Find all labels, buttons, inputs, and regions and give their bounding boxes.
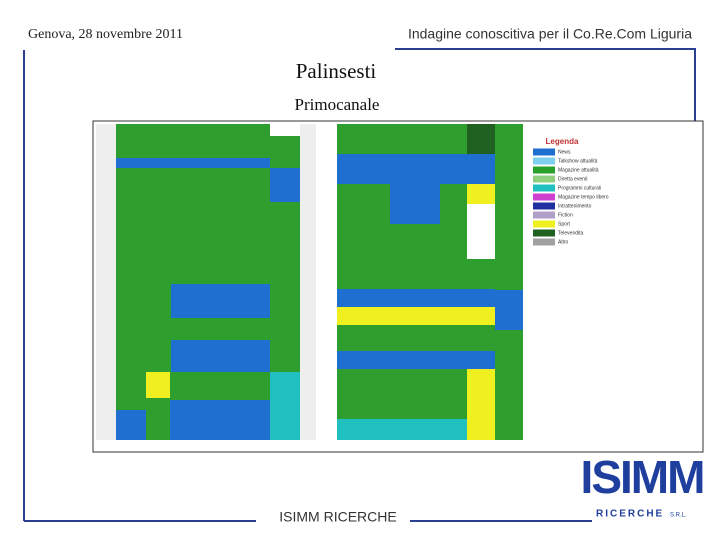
block [467,184,495,204]
block [171,284,270,318]
legend-label: Magazine attualità [558,167,599,173]
block [170,400,270,440]
block [337,289,495,307]
block [337,154,495,184]
block [116,158,270,168]
block [116,124,270,284]
logo-sub: RICERCHE [596,509,664,520]
header-left: Genova, 28 novembre 2011 [28,27,183,42]
legend-swatch [533,175,555,183]
legend-title: Legenda [546,137,579,146]
legend-label: Altro [558,239,569,245]
legend-swatch [533,184,555,192]
block [270,168,300,202]
legend-label: Magazine tempo libero [558,194,609,200]
legend-label: Fiction [558,212,573,218]
block [467,124,495,154]
block [337,351,495,369]
legend-label: Televendita [558,230,584,236]
block [337,419,467,440]
block [270,372,300,440]
block [116,410,146,440]
legend-label: Programmi culturali [558,185,601,191]
block [171,318,270,340]
block [146,398,170,440]
legend-label: News [558,149,571,155]
legend-swatch [533,220,555,228]
legend-label: Sport [558,221,571,227]
block [337,325,495,351]
block [116,372,146,410]
logo-name: ISIMM [581,451,704,503]
footer: ISIMM RICERCHE [279,509,396,525]
block [337,369,467,419]
schedule-image: Legenda News Talkshow attualità Magazine a… [92,120,704,453]
block [390,184,440,224]
time-column [300,124,316,440]
block [270,136,300,284]
legend-swatch [533,166,555,174]
legend-swatch [533,148,555,156]
logo-suffix: S.R.L. [670,513,687,519]
time-column [96,124,116,440]
legend-swatch [533,157,555,165]
block [171,340,270,372]
block [495,124,523,440]
block [495,290,523,330]
legend-label: Talkshow attualità [558,158,598,164]
subtitle: Primocanale [295,95,380,114]
logo: ISIMM RICERCHE S.R.L. [581,451,706,520]
legend-swatch [533,193,555,201]
legend-swatch [533,238,555,246]
block [337,307,495,325]
block [146,372,170,398]
legend: Legenda News Talkshow attualità Magazine a… [533,137,609,246]
legend-label: Intrattenimento [558,203,592,209]
legend-swatch [533,202,555,210]
legend-swatch [533,211,555,219]
legend-label: Diretta eventi [558,176,587,182]
header-right: Indagine conoscitiva per il Co.Re.Com Li… [408,26,692,42]
title: Palinsesti [296,59,377,83]
block [467,369,495,440]
block [337,259,495,289]
legend-swatch [533,229,555,237]
block [116,284,171,372]
block [270,284,300,372]
block [337,124,467,154]
